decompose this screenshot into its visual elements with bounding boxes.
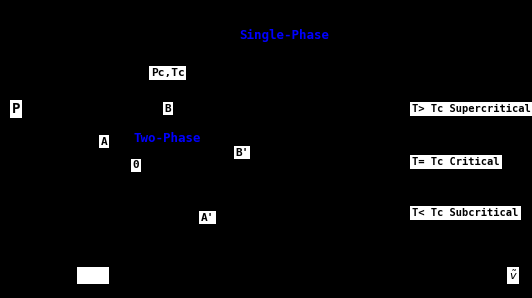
Text: Two-Phase: Two-Phase [134, 132, 201, 145]
Text: 0: 0 [132, 160, 139, 170]
Text: A: A [101, 136, 107, 147]
Text: T= Tc Critical: T= Tc Critical [412, 157, 500, 167]
Text: Pc,Tc: Pc,Tc [151, 68, 185, 78]
Text: P: P [12, 102, 20, 116]
Text: $\tilde{v} = b$: $\tilde{v} = b$ [79, 269, 107, 282]
Text: T< Tc Subcritical: T< Tc Subcritical [412, 208, 519, 218]
Text: Single-Phase: Single-Phase [239, 29, 330, 42]
Text: $\tilde{v}$: $\tilde{v}$ [509, 269, 518, 282]
Text: B': B' [235, 148, 249, 158]
Text: A': A' [201, 212, 214, 223]
Text: B: B [164, 104, 171, 114]
Text: T> Tc Supercritical: T> Tc Supercritical [412, 104, 531, 114]
